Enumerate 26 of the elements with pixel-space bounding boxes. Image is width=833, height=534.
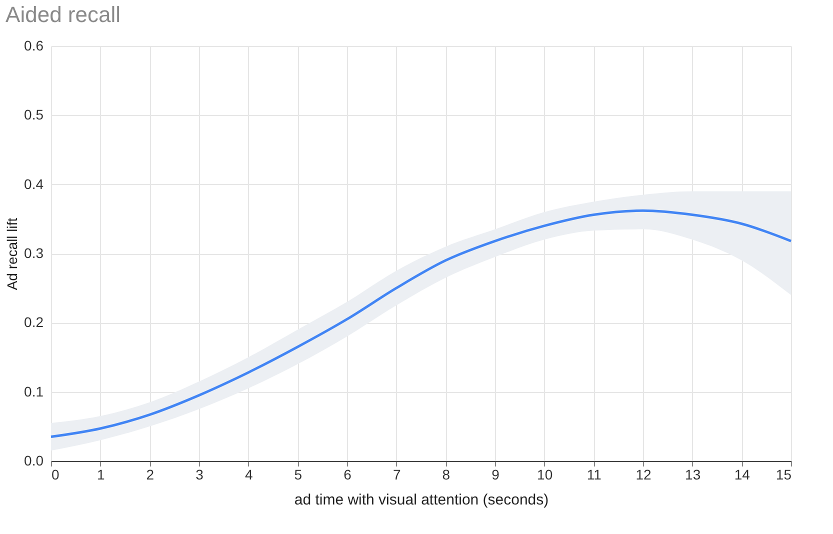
x-tick-label: 12 (636, 466, 652, 482)
x-tick-label: 2 (146, 466, 154, 482)
x-tick-label: 6 (344, 466, 352, 482)
x-tick-label: 4 (244, 466, 253, 482)
y-tick-label: 0.2 (24, 314, 44, 330)
x-axis-title: ad time with visual attention (seconds) (294, 492, 549, 508)
x-tick-label: 8 (442, 466, 450, 482)
x-tick-label: 0 (52, 466, 60, 482)
y-tick-label: 0.3 (24, 245, 44, 261)
y-tick-label: 0.5 (24, 106, 44, 123)
y-axis-title: Ad recall lift (4, 218, 20, 290)
x-tick-label: 10 (537, 466, 553, 482)
x-tick-label: 3 (196, 466, 204, 482)
x-tick-label: 9 (492, 466, 500, 482)
y-tick-label: 0.0 (24, 452, 44, 468)
y-tick-label: 0.4 (24, 176, 44, 192)
x-tick-label: 13 (685, 466, 701, 482)
y-tick-label: 0.6 (24, 38, 44, 54)
x-tick-label: 1 (96, 466, 105, 482)
y-tick-label: 0.1 (24, 383, 44, 400)
chart-title: Aided recall (6, 2, 120, 27)
x-tick-label: 14 (734, 466, 750, 482)
x-tick-label: 11 (586, 466, 602, 482)
x-tick-label: 5 (294, 466, 302, 482)
x-tick-label: 7 (392, 466, 401, 482)
x-tick-label: 15 (776, 466, 792, 482)
